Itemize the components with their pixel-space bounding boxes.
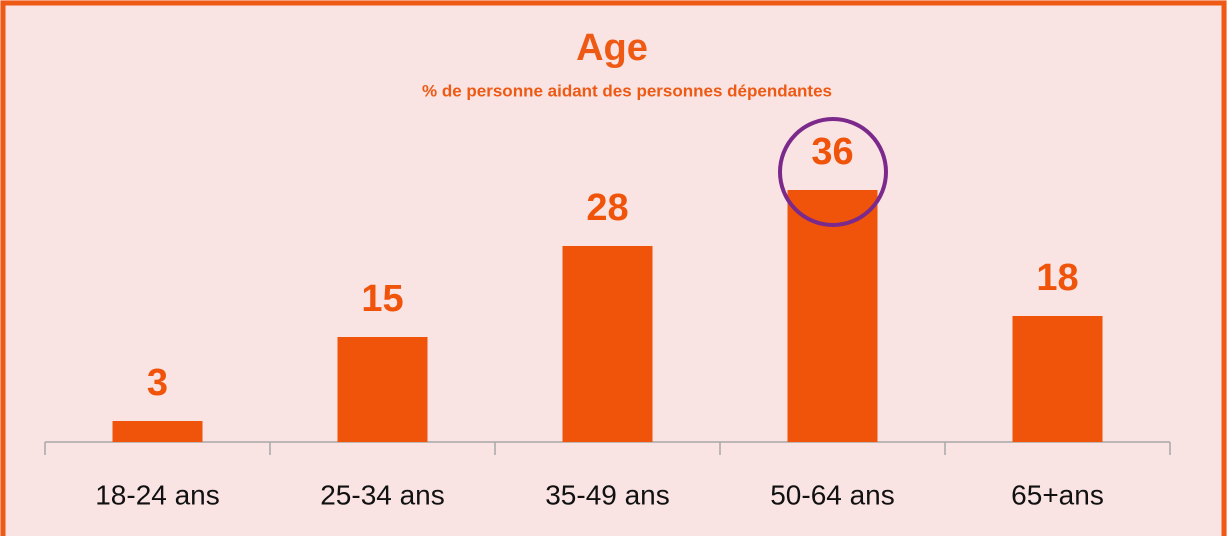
x-tick-label: 18-24 ans — [95, 479, 220, 510]
value-label: 15 — [361, 278, 403, 320]
bar — [112, 421, 203, 442]
x-tick-label: 50-64 ans — [770, 479, 895, 510]
bar — [337, 337, 428, 442]
value-label: 18 — [1036, 257, 1078, 299]
highlight-circle — [778, 117, 888, 227]
bar — [562, 246, 653, 442]
bar — [787, 190, 878, 442]
x-tick-label: 65+ans — [1011, 479, 1104, 510]
chart-subtitle: % de personne aidant des personnes dépen… — [422, 81, 832, 100]
value-label: 28 — [586, 187, 628, 229]
chart-title: Age — [576, 27, 648, 69]
value-label: 3 — [147, 362, 168, 404]
bar — [1012, 316, 1103, 442]
x-tick-label: 25-34 ans — [320, 479, 445, 510]
x-tick-label: 35-49 ans — [545, 479, 670, 510]
value-label: 36 — [811, 131, 853, 173]
